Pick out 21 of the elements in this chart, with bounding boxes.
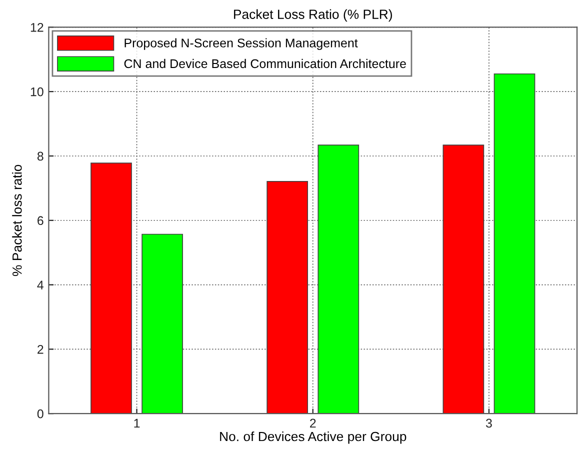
bar: [142, 234, 183, 414]
y-tick-label: 2: [38, 344, 44, 354]
y-tick-label: 10: [30, 87, 44, 96]
y-tick-label: 12: [30, 22, 44, 32]
bar: [442, 144, 484, 414]
legend-label: CN and Device Based Communication Architecture: [124, 58, 406, 68]
x-axis-title: No. of Devices Active per Group: [220, 431, 406, 444]
chart-title: Packet Loss Ratio (% PLR): [234, 9, 392, 22]
legend-label: Proposed N-Screen Session Management: [124, 38, 358, 50]
x-tick-label: 2: [310, 418, 316, 428]
y-tick-label: 8: [37, 152, 44, 161]
bar: [318, 144, 360, 414]
y-axis-title: % Packet loss ratio: [12, 164, 22, 276]
y-tick-label: 4: [37, 280, 44, 290]
x-tick-label: 3: [486, 418, 492, 428]
bar: [266, 181, 308, 414]
bar: [90, 162, 132, 414]
bar: [494, 73, 536, 414]
x-tick-label: 1: [134, 418, 140, 428]
y-tick-label: 0: [37, 409, 44, 418]
y-tick-label: 6: [38, 216, 44, 226]
